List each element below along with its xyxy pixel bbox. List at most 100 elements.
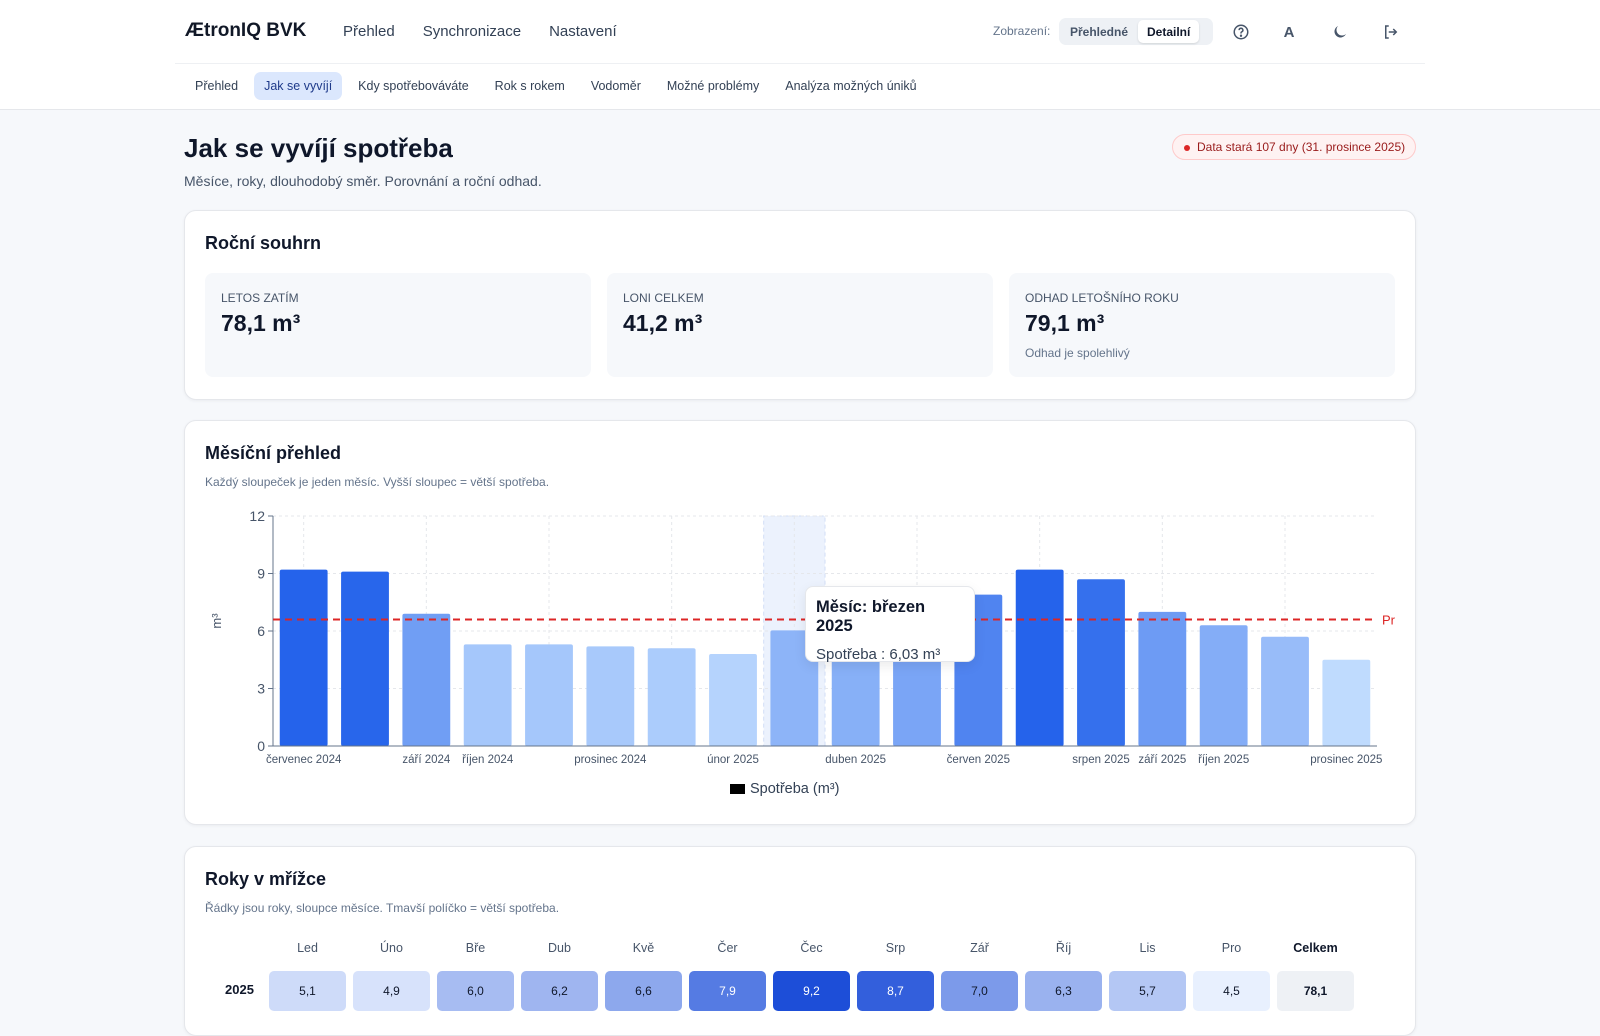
grid-description: Řádky jsou roky, sloupce měsíce. Tmavší … bbox=[205, 901, 560, 915]
kpi-value: 41,2 m³ bbox=[623, 310, 703, 336]
bar bbox=[463, 644, 512, 746]
help-circle-icon[interactable] bbox=[1228, 19, 1254, 45]
x-tick-label: únor 2025 bbox=[707, 754, 759, 766]
grid-title: Roky v mřížce bbox=[205, 869, 327, 889]
grid-column-header: Čec bbox=[800, 941, 823, 955]
view-option-detailed[interactable]: Detailní bbox=[1138, 20, 1200, 43]
year-grid-card: Roky v mřížce Řádky jsou roky, sloupce m… bbox=[184, 846, 1416, 1036]
font-size-icon[interactable]: A bbox=[1283, 23, 1295, 41]
grid-row-year: 2025 bbox=[225, 982, 254, 997]
x-tick-label: prosinec 2025 bbox=[1310, 754, 1382, 766]
y-tick-label: 9 bbox=[257, 566, 265, 582]
monthly-bar-chart[interactable]: 0 3 6 9 12 červenec 2024 září 2024 říjen 2024 pr… bbox=[185, 421, 1417, 826]
bar bbox=[1261, 636, 1309, 746]
logout-icon[interactable] bbox=[1378, 19, 1404, 45]
grid-column-header: Dub bbox=[548, 941, 571, 955]
bar bbox=[1138, 611, 1187, 746]
tab-year-over-year[interactable]: Rok s rokem bbox=[494, 79, 565, 93]
tab-trend[interactable]: Jak se vyvíjí bbox=[254, 72, 343, 100]
status-dot-icon bbox=[1184, 145, 1190, 151]
kpi-estimate: ODHAD LETOŠNÍHO ROKU 79,1 m³ Odhad je sp… bbox=[1009, 273, 1395, 377]
chart-legend[interactable]: Spotřeba (m³) bbox=[730, 781, 839, 797]
grid-column-header: Led bbox=[297, 941, 318, 955]
grid-column-header: Bře bbox=[465, 941, 486, 955]
chart-description: Každý sloupeček je jeden měsíc. Vyšší sl… bbox=[205, 475, 550, 489]
grid-cell: 4,5 bbox=[1193, 971, 1270, 1011]
main-nav: Přehled Synchronizace Nastavení bbox=[343, 23, 617, 40]
x-tick-label: červen 2025 bbox=[947, 754, 1010, 766]
grid-cell: 6,2 bbox=[521, 971, 598, 1011]
view-option-simple[interactable]: Přehledné bbox=[1070, 25, 1129, 39]
tooltip-value: Spotřeba : 6,03 m³ bbox=[816, 646, 941, 663]
data-age-badge: Data stará 107 dny (31. prosince 2025) bbox=[1172, 134, 1416, 160]
chart-tooltip: Měsíc: březen 2025 Spotřeba : 6,03 m³ bbox=[805, 586, 975, 663]
bar bbox=[1077, 579, 1125, 746]
x-tick-label: září 2024 bbox=[402, 754, 451, 766]
grid-cell: 6,3 bbox=[1025, 971, 1102, 1011]
kpi-value: 79,1 m³ bbox=[1025, 310, 1105, 336]
tab-leak-analysis[interactable]: Analýza možných úniků bbox=[785, 79, 917, 93]
x-tick-label: září 2025 bbox=[1138, 754, 1186, 766]
grid-column-header: Úno bbox=[380, 941, 403, 955]
legend-label: Spotřeba (m³) bbox=[750, 781, 840, 797]
bar bbox=[1015, 569, 1064, 746]
tab-meter[interactable]: Vodoměr bbox=[590, 79, 641, 93]
grid-column-header: Srp bbox=[885, 941, 906, 955]
tab-overview[interactable]: Přehled bbox=[195, 79, 239, 93]
kpi-last-year: LONI CELKEM 41,2 m³ bbox=[607, 273, 993, 377]
grid-cell: 6,6 bbox=[605, 971, 682, 1011]
summary-title: Roční souhrn bbox=[205, 233, 321, 253]
y-tick-label: 6 bbox=[257, 623, 265, 639]
grid-cell: 8,7 bbox=[857, 971, 934, 1011]
x-tick-label: říjen 2025 bbox=[1198, 754, 1249, 766]
grid-column-header: Říj bbox=[1055, 941, 1072, 955]
bar bbox=[709, 654, 757, 746]
nav-item-sync[interactable]: Synchronizace bbox=[422, 23, 522, 40]
y-tick-label: 3 bbox=[257, 681, 265, 697]
data-age-text: Data stará 107 dny (31. prosince 2025) bbox=[1197, 140, 1406, 154]
view-mode-label: Zobrazení: bbox=[993, 24, 1051, 38]
grid-cell: 9,2 bbox=[773, 971, 850, 1011]
grid-column-header: Pro bbox=[1221, 941, 1242, 955]
bar bbox=[279, 569, 328, 746]
nav-item-overview[interactable]: Přehled bbox=[343, 23, 395, 40]
tab-when[interactable]: Kdy spotřebováváte bbox=[358, 79, 469, 93]
tab-problems[interactable]: Možné problémy bbox=[666, 79, 760, 93]
x-tick-label: říjen 2024 bbox=[462, 754, 514, 766]
grid-cell: 4,9 bbox=[353, 971, 430, 1011]
x-tick-label: duben 2025 bbox=[825, 754, 886, 766]
y-tick-label: 12 bbox=[249, 508, 265, 524]
grid-column-header: Lis bbox=[1139, 941, 1156, 955]
x-tick-label: prosinec 2024 bbox=[574, 754, 647, 766]
chart-title: Měsíční přehled bbox=[205, 443, 342, 463]
moon-icon[interactable] bbox=[1327, 19, 1353, 45]
kpi-note: Odhad je spolehlivý bbox=[1025, 346, 1130, 360]
grid-cell: 7,0 bbox=[941, 971, 1018, 1011]
x-tick-label: srpen 2025 bbox=[1072, 754, 1130, 766]
brand-logo[interactable]: ÆtronIQ BVK bbox=[185, 20, 307, 41]
grid-cell: 5,7 bbox=[1109, 971, 1186, 1011]
grid-column-header: Čer bbox=[717, 941, 738, 955]
monthly-chart-card: Měsíční přehled Každý sloupeček je jeden… bbox=[184, 420, 1416, 825]
grid-cell: 7,9 bbox=[689, 971, 766, 1011]
bar bbox=[525, 644, 573, 746]
bar bbox=[341, 571, 389, 746]
sub-nav: Přehled Jak se vyvíjí Kdy spotřebováváte… bbox=[185, 72, 927, 100]
grid-row-total: 78,1 bbox=[1277, 971, 1354, 1011]
view-mode-toggle: Přehledné Detailní bbox=[1059, 18, 1213, 45]
grid-column-header: Kvě bbox=[632, 941, 655, 955]
nav-item-settings[interactable]: Nastavení bbox=[549, 23, 617, 40]
kpi-label: LONI CELKEM bbox=[623, 291, 704, 305]
bar bbox=[1322, 659, 1371, 746]
y-tick-label: 0 bbox=[257, 738, 265, 754]
reference-line-label: Pr bbox=[1382, 613, 1396, 628]
grid-total-header: Celkem bbox=[1293, 941, 1338, 955]
kpi-value: 78,1 m³ bbox=[221, 310, 301, 336]
grid-column-header: Zář bbox=[970, 941, 989, 955]
annual-summary-card: Roční souhrn LETOS ZATÍM 78,1 m³ LONI CE… bbox=[184, 210, 1416, 400]
legend-swatch bbox=[730, 784, 745, 794]
page-subtitle: Měsíce, roky, dlouhodobý směr. Porovnání… bbox=[184, 173, 542, 189]
top-bar: ÆtronIQ BVK Přehled Synchronizace Nastav… bbox=[0, 0, 1600, 110]
page-title: Jak se vyvíjí spotřeba bbox=[184, 133, 453, 163]
y-axis-label: m³ bbox=[209, 613, 224, 629]
